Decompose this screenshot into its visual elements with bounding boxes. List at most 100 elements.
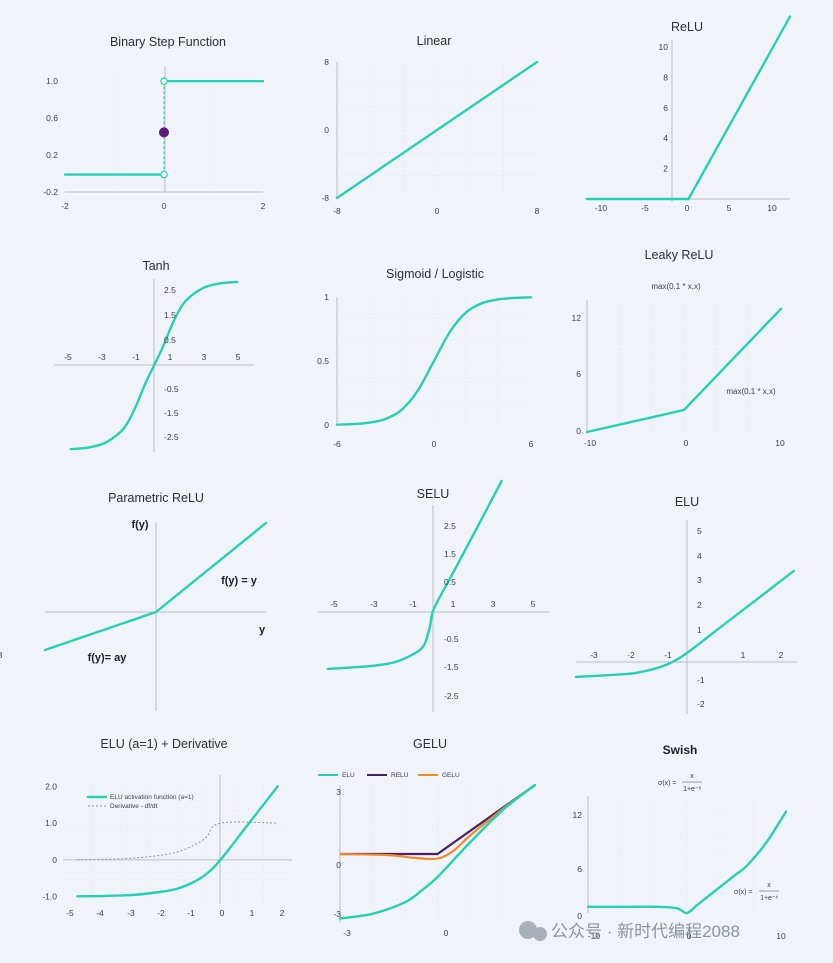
chart-title: Sigmoid / Logistic [386, 267, 484, 281]
x-tick-label: -2 [157, 908, 165, 918]
watermark-text: 公众号 · 新时代编程2088 [551, 922, 740, 941]
elu-curve [338, 783, 537, 920]
x-tick-label: 2 [261, 201, 266, 211]
y-tick-label: 0.2 [46, 150, 58, 160]
x-tick-label: -3 [343, 928, 351, 938]
function-curve [69, 280, 239, 451]
chart-parametric-relu: Parametric ReLU f(y) f(y) = y y f(y)= ay [43, 491, 268, 711]
chart-linear: Linear 8 0 -8 -8 0 8 [321, 34, 539, 216]
x-tick-label: 0 [432, 439, 437, 449]
chart-title: Swish [663, 743, 698, 757]
y-tick-label: 12 [572, 313, 582, 323]
x-tick-label: 0 [444, 928, 449, 938]
chart-watermark: 公众号 · 新时代编程2088 [519, 921, 740, 941]
y-tick-label: 3 [336, 787, 341, 797]
y-tick-label: -0.5 [164, 384, 179, 394]
chart-title: Binary Step Function [110, 35, 226, 49]
chart-title: ELU [675, 495, 699, 509]
chart-title: Parametric ReLU [108, 491, 204, 505]
y-tick-label: 1 [697, 625, 702, 635]
swish-formula-num: x [767, 882, 771, 889]
chart-title: Leaky ReLU [645, 248, 714, 262]
chart-title: Linear [417, 34, 452, 48]
x-tick-label: 5 [236, 352, 241, 362]
legend-label-elu: ELU activation function (a=1) [110, 794, 194, 801]
y-tick-label: 8 [324, 57, 329, 67]
y-tick-label: -1.0 [42, 892, 57, 902]
x-tick-label: 1 [168, 352, 173, 362]
y-tick-label: 0.5 [164, 335, 176, 345]
function-curve [586, 810, 788, 915]
y-tick-label: 0.5 [444, 577, 456, 587]
x-tick-label: -5 [641, 203, 649, 213]
x-tick-label: 1 [250, 908, 255, 918]
y-tick-label: -8 [321, 193, 329, 203]
y-tick-label: 12 [573, 810, 583, 820]
y-tick-label: 0 [336, 860, 341, 870]
x-tick-label: -4 [96, 908, 104, 918]
x-tick-label: -3 [590, 650, 598, 660]
x-tick-label: 0 [687, 931, 692, 941]
x-tick-label: 0 [220, 908, 225, 918]
filled-point [159, 127, 169, 138]
axis-label-y: y [259, 624, 266, 636]
chart-binary-step: Binary Step Function 1.0 0.6 0.2 -0.2-2 0 2 [43, 35, 265, 211]
y-tick-label: -1.5 [164, 408, 179, 418]
x-tick-label: 10 [776, 931, 786, 941]
x-tick-label: 3 [0, 650, 3, 660]
wechat-icon [519, 921, 537, 939]
x-tick-label: 1 [451, 599, 456, 609]
y-tick-label: 10 [659, 42, 669, 52]
x-tick-label: 2 [280, 908, 285, 918]
swish-formula-lhs: σ(x) = [734, 889, 753, 896]
y-tick-label: -2.5 [164, 432, 179, 442]
function-curve [335, 296, 533, 426]
function-curve [574, 569, 795, 679]
x-tick-label: 5 [727, 203, 732, 213]
chart-title: SELU [417, 487, 450, 501]
y-tick-label: 2 [697, 600, 702, 610]
x-tick-label: -1 [409, 599, 417, 609]
x-tick-label: -10 [584, 438, 597, 448]
y-tick-label: 0 [52, 855, 57, 865]
y-tick-label: 4 [663, 133, 668, 143]
formula-label: max(0.1 * x,x) [726, 387, 776, 396]
x-tick-label: -3 [98, 352, 106, 362]
x-tick-label: -1 [664, 650, 672, 660]
legend-label-derivative: Derivative - df/dt [110, 803, 158, 810]
x-tick-label: 10 [767, 203, 777, 213]
y-tick-label: 1.5 [444, 549, 456, 559]
y-tick-label: 2.5 [164, 285, 176, 295]
relu-curve [340, 784, 536, 856]
legend-label: ELU [342, 772, 355, 779]
y-tick-label: -2 [697, 699, 705, 709]
y-tick-label: 4 [697, 551, 702, 561]
y-tick-label: 1.0 [46, 76, 58, 86]
x-tick-label: 0 [162, 201, 167, 211]
x-tick-label: -10 [588, 931, 601, 941]
y-tick-label: 1.0 [45, 818, 57, 828]
x-tick-label: -6 [333, 439, 341, 449]
y-tick-label: -2.5 [444, 691, 459, 701]
label-negative: f(y)= ay [88, 652, 128, 664]
legend-label: RELU [391, 772, 409, 779]
wechat-icon [533, 927, 547, 941]
y-tick-label: 3 [697, 575, 702, 585]
y-tick-label: -0.5 [444, 634, 459, 644]
function-curve [335, 60, 539, 200]
y-tick-label: 0 [324, 125, 329, 135]
x-tick-label: -2 [627, 650, 635, 660]
y-tick-label: -1.5 [444, 662, 459, 672]
x-tick-label: -1 [132, 352, 140, 362]
chart-tanh: Tanh -5 -3 -1 1 3 5 2.5 1.5 0.5 -0.5 -1.5 -2.5 [54, 259, 254, 452]
y-tick-label: -1 [697, 675, 705, 685]
elu-curve [76, 785, 279, 898]
function-curve [43, 521, 268, 652]
chart-elu-derivative: ELU (a=1) + Derivative ELU activation fun… [42, 737, 292, 918]
x-tick-label: 3 [202, 352, 207, 362]
